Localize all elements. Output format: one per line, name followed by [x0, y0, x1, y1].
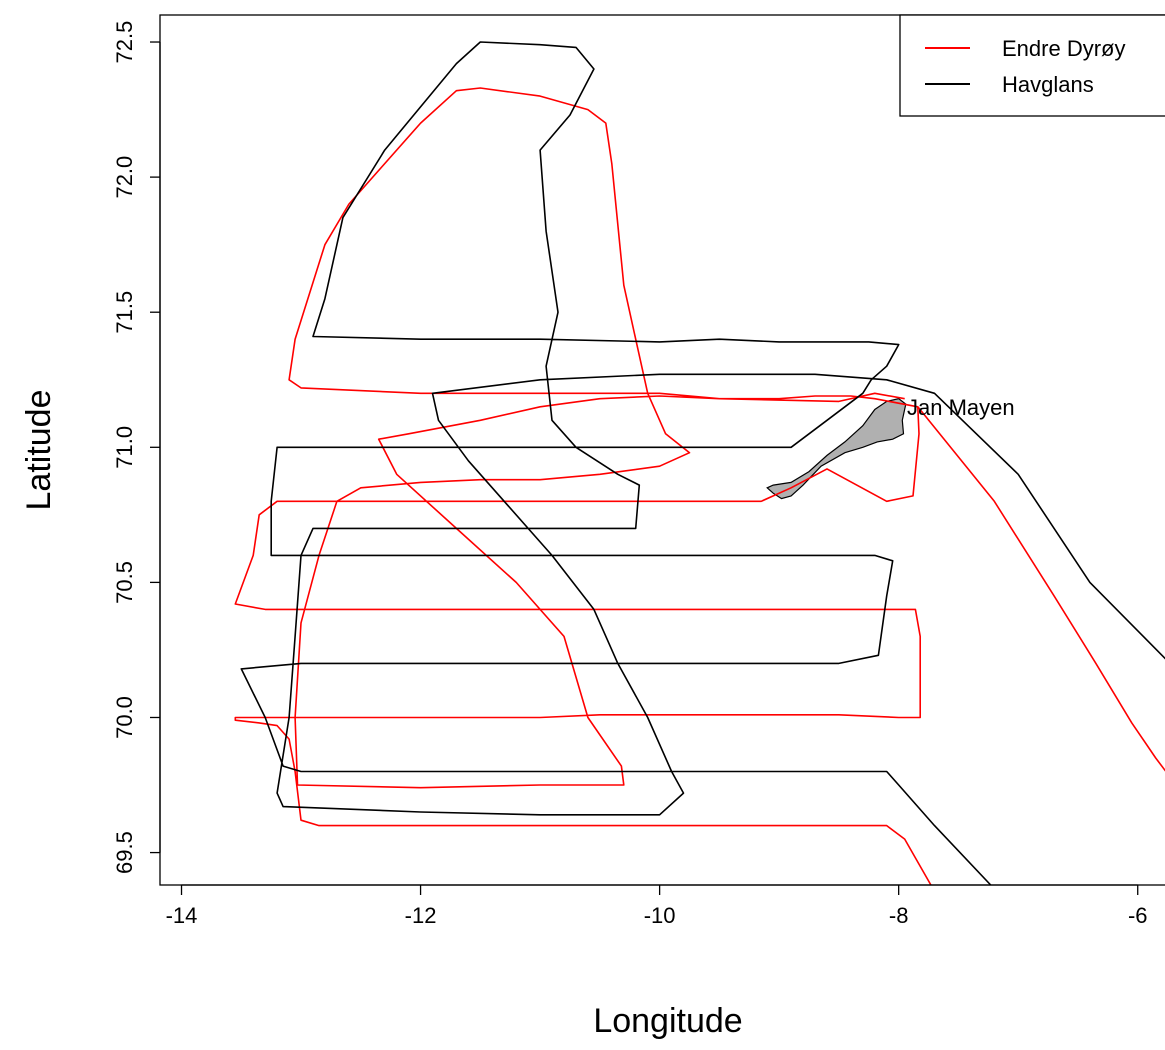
annotation-jan-mayen: Jan Mayen	[907, 395, 1015, 420]
x-axis-title: Longitude	[593, 1002, 742, 1040]
track-havglans-2	[240, 41, 1165, 885]
y-tick-label: 70.0	[112, 696, 137, 739]
y-tick-label: 69.5	[112, 831, 137, 874]
y-tick-label: 71.0	[112, 426, 137, 469]
legend-box	[899, 14, 1165, 117]
axes-layer: -14 -12 -10 -8 -6 69.5 70.0 70.5 71.0 71.5 72.0 72.…	[112, 21, 1148, 928]
x-tick-label: -8	[889, 903, 909, 928]
x-tick-label: -14	[166, 903, 198, 928]
y-tick-label: 70.5	[112, 561, 137, 604]
x-tick-label: -10	[644, 903, 676, 928]
track-endre-dyr-y-0	[234, 405, 1165, 885]
x-tick-label: -6	[1128, 903, 1148, 928]
plot-frame	[159, 14, 1165, 886]
y-axis-title: Latitude	[20, 390, 58, 511]
y-tick-label: 71.5	[112, 291, 137, 334]
plot-layer: Jan Mayen	[234, 41, 1165, 885]
x-tick-label: -12	[405, 903, 437, 928]
legend-label-endre-dyroy: Endre Dyrøy	[1002, 36, 1125, 61]
track-endre-dyr-y-1	[288, 87, 918, 789]
legend: Endre Dyrøy Havglans	[899, 14, 1165, 117]
jan-mayen-island	[766, 398, 907, 500]
y-tick-label: 72.5	[112, 21, 137, 64]
legend-label-havglans: Havglans	[1002, 72, 1094, 97]
y-tick-label: 72.0	[112, 156, 137, 199]
